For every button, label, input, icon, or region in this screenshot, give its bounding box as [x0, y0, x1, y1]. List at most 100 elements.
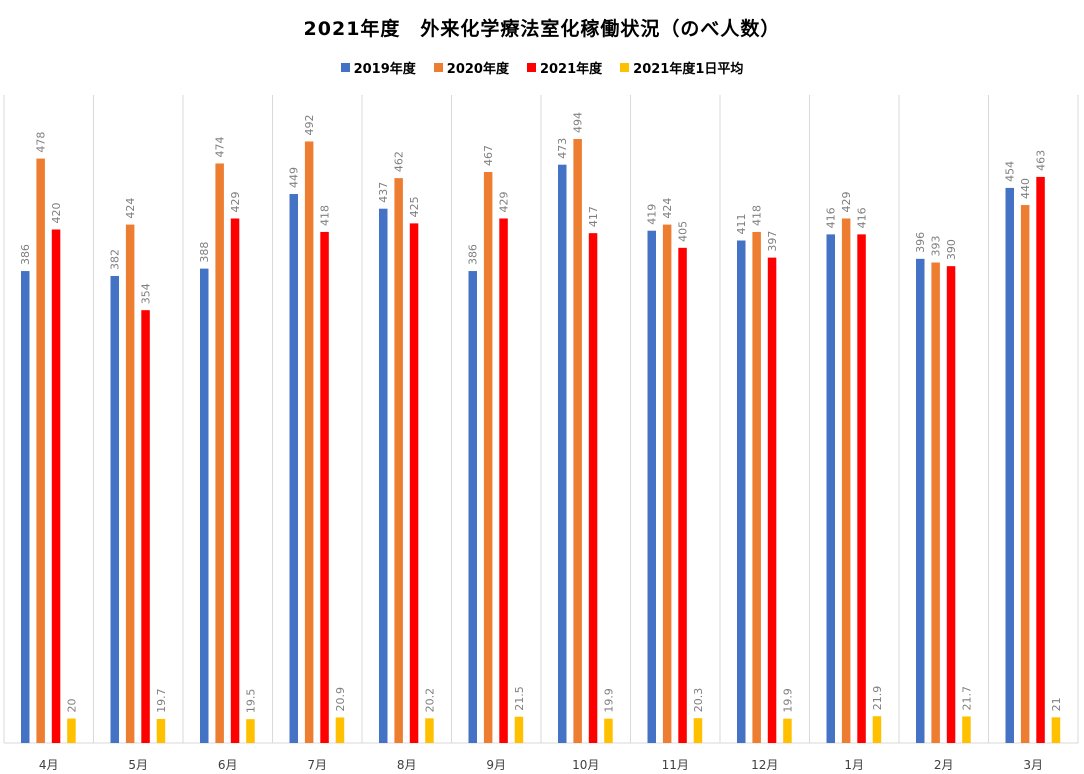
bar-1-3	[304, 141, 314, 743]
legend-item-2: 2021年度	[526, 58, 603, 77]
bar-3-8	[783, 718, 792, 743]
data-label-3-10: 21.7	[960, 686, 973, 711]
legend-label-1: 2020年度	[446, 62, 509, 77]
bar-2-6	[588, 233, 598, 743]
data-label-2-2: 429	[229, 191, 242, 212]
bar-3-10	[962, 716, 971, 743]
data-label-0-10: 396	[914, 232, 927, 253]
bar-0-3	[289, 194, 298, 744]
bar-1-11	[1020, 205, 1030, 744]
data-label-2-8: 397	[766, 231, 779, 252]
x-tick-label-2: 6月	[218, 758, 238, 772]
data-label-2-1: 354	[140, 283, 153, 304]
data-label-0-4: 437	[377, 182, 390, 203]
data-label-0-1: 382	[109, 249, 122, 270]
bar-0-10	[916, 258, 925, 743]
x-tick-label-4: 8月	[397, 758, 417, 772]
bar-3-1	[156, 718, 166, 743]
bar-2-10	[946, 266, 956, 743]
x-tick-label-9: 1月	[844, 758, 864, 772]
data-label-0-5: 386	[467, 244, 480, 265]
data-label-0-9: 416	[825, 207, 838, 228]
bar-2-1	[141, 310, 150, 743]
bar-1-10	[931, 262, 940, 743]
x-tick-label-3: 7月	[307, 758, 327, 772]
data-label-1-9: 429	[840, 191, 853, 212]
data-label-0-3: 449	[288, 167, 301, 188]
bar-3-7	[693, 718, 703, 743]
x-tick-label-10: 2月	[934, 758, 954, 772]
legend-item-0: 2019年度	[340, 58, 416, 77]
data-label-3-11: 21	[1050, 697, 1063, 711]
data-label-2-9: 416	[856, 207, 869, 228]
data-label-2-7: 405	[677, 221, 690, 242]
bar-1-0	[36, 158, 45, 743]
x-tick-label-8: 12月	[751, 758, 778, 772]
data-label-3-0: 20	[65, 699, 78, 713]
bar-2-8	[767, 257, 777, 743]
bar-1-4	[394, 178, 403, 743]
bar-1-8	[752, 231, 761, 743]
legend-swatch-2	[526, 63, 536, 72]
data-label-3-3: 20.9	[334, 687, 347, 712]
data-label-3-5: 21.5	[513, 686, 526, 711]
bar-3-9	[872, 716, 882, 743]
x-tick-label-5: 9月	[486, 758, 506, 772]
data-label-2-6: 417	[587, 206, 600, 227]
data-label-1-0: 478	[35, 132, 48, 153]
data-label-2-5: 429	[498, 191, 511, 212]
data-label-3-9: 21.9	[871, 686, 884, 711]
bar-1-7	[662, 224, 672, 744]
data-label-3-6: 19.9	[602, 688, 615, 713]
bar-0-7	[647, 230, 656, 744]
bar-2-0	[51, 229, 61, 743]
data-label-3-7: 20.3	[692, 688, 705, 713]
bar-0-0	[21, 271, 30, 743]
legend-swatch-1	[433, 63, 443, 72]
legend-label-0: 2019年度	[353, 62, 416, 77]
bar-3-0	[67, 718, 76, 743]
legend-item-1: 2020年度	[433, 58, 509, 77]
bar-3-6	[604, 718, 613, 743]
data-label-1-11: 440	[1019, 178, 1032, 199]
legend-item-3: 2021年度1日平均	[620, 58, 743, 77]
legend-label-2: 2021年度	[539, 62, 603, 77]
x-tick-label-0: 4月	[39, 758, 59, 772]
data-label-0-8: 411	[735, 213, 748, 234]
bar-2-4	[409, 223, 419, 743]
x-tick-label-11: 3月	[1023, 758, 1043, 772]
data-label-0-7: 419	[646, 204, 659, 225]
data-label-1-7: 424	[661, 198, 674, 219]
bar-1-5	[483, 172, 493, 743]
data-label-1-10: 393	[930, 236, 943, 257]
x-tick-label-7: 11月	[662, 758, 689, 772]
data-label-1-5: 467	[482, 145, 495, 166]
data-label-2-4: 425	[408, 196, 421, 217]
bar-3-3	[335, 717, 345, 743]
data-label-1-4: 462	[393, 151, 406, 172]
bar-2-9	[857, 234, 866, 743]
bar-1-6	[573, 139, 582, 744]
data-label-2-3: 418	[319, 205, 332, 226]
legend: 2019年度 2020年度 2021年度 2021年度1日平均	[0, 58, 1084, 77]
bar-0-11	[1005, 187, 1014, 743]
bar-1-1	[125, 224, 135, 744]
bar-3-5	[514, 716, 524, 743]
data-label-0-6: 473	[556, 138, 569, 159]
data-label-0-0: 386	[19, 244, 32, 265]
bar-2-5	[499, 218, 508, 743]
data-label-1-1: 424	[124, 198, 137, 219]
bar-3-11	[1051, 717, 1061, 743]
bar-0-8	[737, 240, 746, 744]
x-tick-label-6: 10月	[572, 758, 599, 772]
bar-2-7	[678, 247, 687, 743]
bar-0-1	[110, 275, 119, 743]
legend-swatch-0	[340, 63, 350, 72]
data-label-0-11: 454	[1004, 161, 1017, 182]
data-label-2-11: 463	[1035, 150, 1048, 171]
bar-3-4	[425, 718, 434, 743]
bar-0-4	[379, 208, 388, 743]
data-label-3-8: 19.9	[781, 688, 794, 713]
data-label-1-6: 494	[572, 112, 585, 133]
bar-0-6	[558, 164, 567, 744]
